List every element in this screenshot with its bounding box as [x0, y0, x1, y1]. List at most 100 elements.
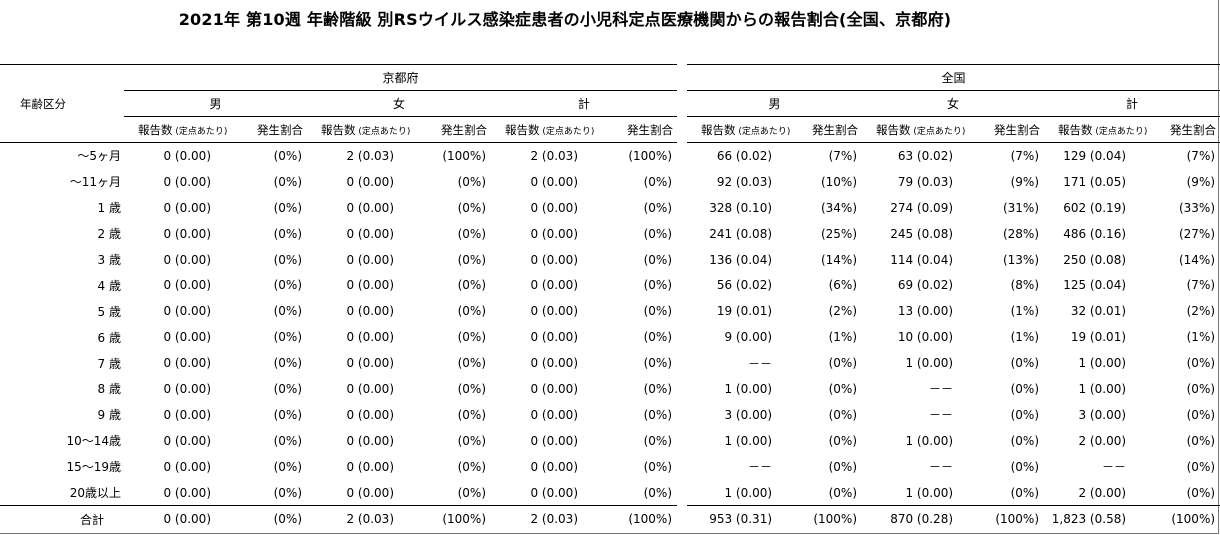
- report-count-kyoto-male: 0 (0.00): [163, 485, 211, 500]
- report-count-kyoto-total: 0 (0.00): [530, 304, 578, 319]
- report-count-national-total: 2 (0.00): [1078, 485, 1127, 500]
- rate-kyoto-male: (0%): [273, 148, 302, 163]
- sex-header-national-male: 男: [687, 90, 863, 117]
- rate-kyoto-female: (0%): [457, 174, 486, 189]
- report-count-kyoto-female: 0 (0.00): [346, 433, 394, 448]
- report-count-kyoto-total: 0 (0.00): [530, 278, 578, 293]
- report-count-national-male: 3 (0.00): [724, 407, 773, 422]
- report-count-national-female: －－: [929, 408, 954, 423]
- rate-national-male: (34%): [820, 200, 858, 215]
- col-rate-kyoto-male: 発生割合: [212, 116, 307, 143]
- rate-national-male: (1%): [828, 330, 858, 345]
- rate-kyoto-female: (0%): [457, 278, 486, 293]
- report-count-national-male: 92 (0.03): [716, 174, 773, 189]
- report-count-kyoto-male: 0 (0.00): [163, 226, 211, 241]
- rate-national-total: (27%): [1178, 226, 1216, 241]
- report-count-national-male: 66 (0.02): [716, 148, 773, 163]
- rate-national-female: (0%): [1010, 381, 1040, 396]
- report-count-national-total: 19 (0.01): [1070, 330, 1127, 345]
- rate-kyoto-male: (0%): [273, 356, 302, 371]
- report-count-kyoto-total: 0 (0.00): [530, 356, 578, 371]
- rsv-report-table: 年齢区分 京都府 全国 男女計男女計 報告数 (定点あたり) 発生割合 報告数 (定…: [0, 64, 1220, 533]
- rate-national-total: (0%): [1186, 407, 1216, 422]
- col-report-national-male: 報告数 (定点あたり): [687, 116, 790, 143]
- report-count-national-male: 1 (0.00): [724, 485, 773, 500]
- report-count-kyoto-male: 0 (0.00): [163, 356, 211, 371]
- rate-national-male: (2%): [828, 304, 858, 319]
- rate-kyoto-total: (0%): [643, 433, 673, 448]
- rate-kyoto-total: (0%): [643, 278, 673, 293]
- table-row: 5 歳 0 (0.00) (0%) 0 (0.00) (0%) 0 (0.00) (0%) 1…: [0, 298, 1220, 324]
- rate-kyoto-male: (0%): [273, 485, 302, 500]
- rate-national-female: (1%): [1010, 330, 1040, 345]
- rate-national-female: (0%): [1010, 459, 1040, 474]
- rate-kyoto-female: (0%): [457, 304, 486, 319]
- report-count-kyoto-male: 0 (0.00): [163, 278, 211, 293]
- report-count-national-male: －－: [748, 356, 773, 371]
- rate-national-total: (0%): [1186, 433, 1216, 448]
- report-count-national-female: 10 (0.00): [897, 330, 954, 345]
- rate-kyoto-total: (0%): [643, 304, 673, 319]
- col-report-label: 報告数: [1058, 122, 1093, 137]
- page-title: 2021年 第10週 年齢階級 別RSウイルス感染症患者の小児科定点医療機関から…: [178, 10, 952, 29]
- report-count-national-total: 32 (0.01): [1070, 304, 1127, 319]
- report-count-national-male: －－: [748, 460, 773, 475]
- rate-kyoto-total: (100%): [628, 148, 673, 163]
- age-group-label: 15～19歳: [66, 460, 121, 475]
- rate-national-male: (100%): [773, 505, 863, 533]
- col-report-label: 報告数: [701, 122, 736, 137]
- rate-kyoto-male: (0%): [273, 459, 302, 474]
- table-row: 6 歳 0 (0.00) (0%) 0 (0.00) (0%) 0 (0.00) (0%) 9…: [0, 324, 1220, 350]
- rate-national-total: (14%): [1178, 252, 1216, 267]
- rate-kyoto-female: (100%): [395, 505, 491, 533]
- rate-kyoto-total: (0%): [643, 226, 673, 241]
- rate-kyoto-male: (0%): [273, 330, 302, 345]
- rate-kyoto-total: (0%): [643, 485, 673, 500]
- rate-kyoto-total: (0%): [643, 252, 673, 267]
- rate-national-male: (0%): [828, 433, 858, 448]
- rate-kyoto-total: (0%): [643, 200, 673, 215]
- rate-kyoto-total: (0%): [643, 381, 673, 396]
- rate-kyoto-male: (0%): [273, 407, 302, 422]
- col-per-sentinel-label: (定点あたり): [910, 126, 966, 137]
- age-group-label: 7 歳: [97, 356, 121, 371]
- report-count-kyoto-male: 0 (0.00): [163, 200, 211, 215]
- age-group-label: 10～14歳: [66, 434, 121, 449]
- table-row: 7 歳 0 (0.00) (0%) 0 (0.00) (0%) 0 (0.00) (0%) －…: [0, 350, 1220, 376]
- col-rate-kyoto-female: 発生割合: [395, 116, 491, 143]
- report-count-kyoto-female: 0 (0.00): [346, 226, 394, 241]
- rate-national-total: (2%): [1186, 304, 1216, 319]
- rate-national-male: (0%): [828, 459, 858, 474]
- rate-national-female: (28%): [1002, 226, 1040, 241]
- col-rate-national-male: 発生割合: [773, 116, 863, 143]
- rate-national-male: (0%): [828, 485, 858, 500]
- age-group-label: 3 歳: [97, 253, 121, 267]
- table-row: 8 歳 0 (0.00) (0%) 0 (0.00) (0%) 0 (0.00) (0%) 1…: [0, 376, 1220, 402]
- age-group-label: 5 歳: [97, 304, 121, 319]
- rate-national-female: (0%): [1010, 485, 1040, 500]
- report-count-kyoto-male: 0 (0.00): [163, 459, 211, 474]
- report-count-national-female: 13 (0.00): [897, 304, 954, 319]
- rate-national-male: (10%): [820, 174, 858, 189]
- rate-kyoto-female: (100%): [442, 148, 486, 163]
- rate-kyoto-female: (0%): [457, 407, 486, 422]
- report-count-kyoto-male: 0 (0.00): [163, 304, 211, 319]
- report-count-national-male: 1 (0.00): [724, 381, 773, 396]
- col-per-sentinel-label: (定点あたり): [355, 126, 411, 137]
- table-row: 3 歳 0 (0.00) (0%) 0 (0.00) (0%) 0 (0.00) (0%) 1…: [0, 247, 1220, 273]
- rate-national-male: (6%): [828, 278, 858, 293]
- rate-national-male: (0%): [828, 381, 858, 396]
- age-group-label: 8 歳: [97, 382, 121, 397]
- report-count-national-female: 1 (0.00): [905, 356, 954, 371]
- col-per-sentinel-label: (定点あたり): [539, 126, 595, 137]
- rate-national-total: (1%): [1186, 330, 1216, 345]
- rate-kyoto-male: (0%): [273, 433, 302, 448]
- region-header-kyoto: 京都府: [124, 64, 678, 91]
- report-count-national-total: 1 (0.00): [1078, 356, 1127, 371]
- rate-national-total: (0%): [1186, 381, 1216, 396]
- report-count-national-total: －－: [1102, 460, 1127, 475]
- report-count-kyoto-male: 0 (0.00): [124, 505, 212, 533]
- report-count-national-female: 1 (0.00): [905, 485, 954, 500]
- rate-kyoto-total: (0%): [643, 459, 673, 474]
